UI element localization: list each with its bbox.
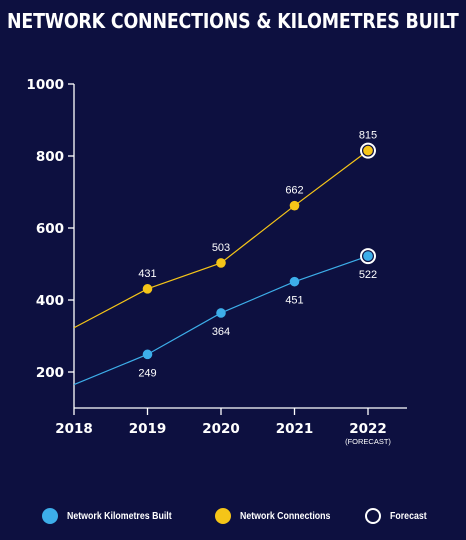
legend-item-forecast[interactable]: Forecast [365, 502, 432, 530]
line-chart: 200 400 600 800 1000 2018 2019 2020 2021 2022(FO… [26, 77, 407, 446]
y-tick-label: 600 [36, 221, 64, 237]
data-label: 431 [138, 268, 156, 280]
data-point[interactable] [216, 258, 226, 268]
legend: Network Kilometres Built Network Connect… [0, 502, 466, 530]
y-tick-label: 1000 [26, 77, 64, 93]
data-point[interactable] [363, 251, 373, 261]
series-1: 431 503 662 815 [73, 130, 377, 329]
data-label: 451 [285, 295, 303, 307]
chart-title: NETWORK CONNECTIONS & KILOMETRES BUILT [7, 9, 459, 33]
x-tick-label: 2019 [129, 421, 167, 437]
data-label: 522 [359, 269, 377, 281]
data-label: 662 [285, 185, 303, 197]
data-label: 364 [212, 326, 230, 338]
x-tick-sublabel: (FORECAST) [345, 437, 391, 446]
data-label: 249 [138, 367, 156, 379]
x-tick-label: 2021 [276, 421, 314, 437]
x-axis: 2018 2019 2020 2021 2022(FORECAST) [55, 408, 391, 446]
data-point[interactable] [289, 200, 300, 211]
y-axis: 200 400 600 800 1000 [26, 77, 74, 381]
x-tick-label: 2020 [202, 421, 240, 437]
legend-swatch-forecast [365, 508, 381, 524]
data-label: 503 [212, 242, 230, 254]
y-tick-label: 400 [36, 293, 64, 309]
data-point[interactable] [142, 284, 153, 294]
legend-swatch-kilometres [42, 508, 58, 524]
x-tick-label: 2018 [55, 421, 93, 437]
data-label: 815 [359, 130, 377, 142]
series-line [73, 255, 369, 386]
series-layer: 249 364 451 522 431 503 662 815 [73, 130, 377, 386]
data-point[interactable] [289, 276, 300, 287]
legend-label-kilometres: Network Kilometres Built [67, 510, 172, 522]
y-tick-label: 800 [36, 149, 64, 165]
y-tick-label: 200 [36, 365, 64, 381]
data-point[interactable] [216, 308, 226, 318]
legend-swatch-connections [215, 508, 231, 524]
legend-label-connections: Network Connections [240, 510, 331, 522]
legend-label-forecast: Forecast [390, 510, 427, 522]
data-point[interactable] [363, 145, 373, 156]
data-point[interactable] [142, 349, 153, 360]
series-line [73, 150, 369, 329]
x-tick-label: 2022 [349, 421, 387, 437]
legend-item-connections[interactable]: Network Connections [215, 502, 343, 530]
legend-item-kilometres[interactable]: Network Kilometres Built [42, 502, 186, 530]
series-0: 249 364 451 522 [73, 248, 377, 386]
